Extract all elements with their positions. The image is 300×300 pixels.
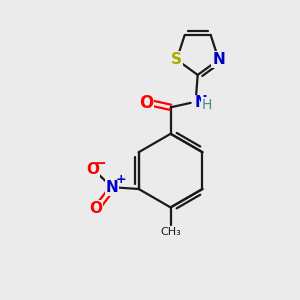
Text: +: + bbox=[115, 173, 126, 186]
Text: CH₃: CH₃ bbox=[160, 227, 181, 237]
Text: −: − bbox=[93, 156, 106, 171]
Text: N: N bbox=[106, 180, 118, 195]
Text: O: O bbox=[87, 162, 100, 177]
Text: H: H bbox=[202, 98, 212, 112]
Text: S: S bbox=[171, 52, 182, 67]
Text: N: N bbox=[194, 95, 207, 110]
Text: O: O bbox=[89, 201, 103, 216]
Text: N: N bbox=[212, 52, 225, 67]
Text: O: O bbox=[139, 94, 154, 112]
